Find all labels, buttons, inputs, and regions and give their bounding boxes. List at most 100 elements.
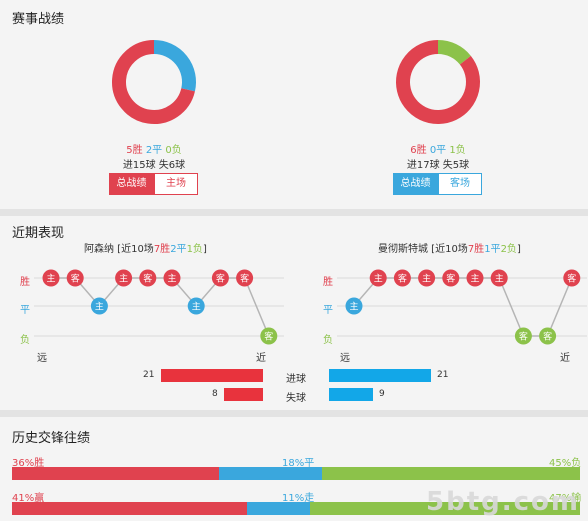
- right-form-point: 客: [442, 269, 460, 287]
- right-donut-losses-slice: [437, 40, 471, 65]
- left-donut-wins-slice: [112, 40, 195, 124]
- left-form-dot: [139, 269, 157, 287]
- right-form-venue-label: 客: [567, 273, 576, 285]
- left-far-label: 远: [37, 353, 47, 364]
- right-form-dot: [514, 327, 532, 345]
- history-title: 历史交锋往绩: [12, 431, 91, 446]
- right-team-name: 曼彻斯特城: [378, 244, 428, 255]
- right-form-venue-label: 主: [422, 273, 431, 285]
- left-row-win-label: 胜: [20, 277, 30, 288]
- right-losses-text: 1负: [449, 145, 466, 156]
- left-record-tabs: 总战绩 主场: [109, 173, 198, 195]
- left-goals-text: 进15球 失6球: [122, 160, 186, 171]
- right-tab-overall[interactable]: 总战绩: [393, 173, 438, 195]
- right-form-point: 主: [418, 269, 436, 287]
- right-record-donut: [396, 40, 480, 124]
- left-row-loss-label: 负: [20, 335, 30, 346]
- right-conceded-bar: [329, 388, 373, 401]
- right-draws-text: 0平: [429, 145, 447, 156]
- right-row-win-label: 胜: [323, 277, 333, 288]
- right-form-dot: [418, 269, 436, 287]
- right-form-line: [353, 277, 573, 337]
- right-form-point: 主: [490, 269, 508, 287]
- left-draws-text: 2平: [145, 145, 163, 156]
- right-row-draw-label: 平: [323, 305, 333, 316]
- history-row2-push: 11%走: [282, 493, 315, 504]
- scored-label: 进球: [286, 374, 306, 385]
- left-form-dot: [163, 269, 181, 287]
- right-form-venue-label: 主: [470, 273, 479, 285]
- left-form-point: 客: [260, 327, 278, 345]
- history-row2-bar: [12, 502, 580, 515]
- left-form-dot: [115, 269, 133, 287]
- left-form-point: 主: [163, 269, 181, 287]
- left-form-venue-label: 主: [95, 301, 104, 313]
- right-form-point: 客: [539, 327, 557, 345]
- right-form-venue-label: 客: [398, 273, 407, 285]
- right-row-loss-label: 负: [323, 335, 333, 346]
- history-panel: 历史交锋往绩 36%胜 18%平 45%负 41%赢 11%走 47%输 5bt…: [0, 417, 588, 521]
- right-form-chart: 主主客主客主主客 客客: [337, 269, 587, 345]
- left-recent-wins: 7胜: [153, 244, 171, 255]
- right-form-venue-label: 主: [374, 273, 383, 285]
- left-near-label: 近: [256, 353, 266, 364]
- left-form-venue-label: 主: [119, 273, 128, 285]
- left-record-donut: [112, 40, 196, 124]
- right-form-point: 主: [369, 269, 387, 287]
- right-form-dot: [490, 269, 508, 287]
- right-recent-wins: 7胜: [467, 244, 485, 255]
- right-tab-away[interactable]: 客场: [438, 173, 482, 195]
- left-form-venue-label: 客: [143, 273, 152, 285]
- record-title: 赛事战绩: [12, 12, 65, 27]
- left-wdl-line: 5胜 2平 0负: [84, 141, 224, 156]
- history-row1-win: 36%胜: [12, 458, 45, 469]
- history-row1-draw: 18%平: [282, 458, 315, 469]
- right-form-dot: [442, 269, 460, 287]
- right-form-venue-label: 主: [349, 301, 358, 313]
- right-form-venue-label: 客: [446, 273, 455, 285]
- history-row2-lose-seg: [310, 502, 580, 515]
- right-form-point: 客: [393, 269, 411, 287]
- right-scored-value: 21: [437, 370, 449, 380]
- right-bracket-close: ]: [516, 244, 521, 255]
- conceded-label: 失球: [286, 393, 306, 404]
- right-record-tabs: 总战绩 客场: [393, 173, 482, 195]
- left-form-point: 主: [90, 297, 108, 315]
- right-wdl-line: 6胜 0平 1负: [368, 141, 508, 156]
- record-panel: 赛事战绩 5胜 2平 0负 进15球 失6球 总战绩 主场 6胜 0平 1负 进…: [0, 0, 588, 209]
- right-goals-text: 进17球 失5球: [406, 160, 470, 171]
- left-form-venue-label: 客: [216, 273, 225, 285]
- right-wins-text: 6胜: [410, 145, 427, 156]
- left-form-point: 主: [187, 297, 205, 315]
- left-form-dot: [236, 269, 254, 287]
- left-form-venue-label: 客: [264, 331, 273, 343]
- right-form-dot: [393, 269, 411, 287]
- left-form-point: 客: [236, 269, 254, 287]
- right-form-point: 客: [563, 269, 581, 287]
- history-row2-win-seg: [12, 502, 248, 515]
- left-conceded-value: 8: [212, 389, 218, 399]
- left-form-point: 主: [42, 269, 60, 287]
- right-form-venue-label: 客: [543, 331, 552, 343]
- left-tab-home[interactable]: 主场: [154, 173, 198, 195]
- left-form-venue-label: 客: [240, 273, 249, 285]
- history-row2-push-seg: [247, 502, 311, 515]
- right-form-dot: [345, 297, 363, 315]
- left-tab-overall[interactable]: 总战绩: [109, 173, 154, 195]
- right-conceded-value: 9: [379, 389, 385, 399]
- left-form-point: 客: [139, 269, 157, 287]
- left-row-draw-label: 平: [20, 305, 30, 316]
- left-recent-draws: 2平: [170, 244, 187, 255]
- site-watermark: 5btg.com: [426, 487, 580, 517]
- right-form-point: 客: [514, 327, 532, 345]
- history-row2-lose: 47%输: [549, 493, 582, 504]
- left-form-dot: [211, 269, 229, 287]
- left-losses-text: 0负: [165, 145, 182, 156]
- right-recent-draws: 1平: [484, 244, 501, 255]
- left-form-chart: 主客主主客主主客 客客: [34, 269, 284, 345]
- history-row1-loss-seg: [321, 467, 580, 480]
- recent-title: 近期表现: [12, 226, 65, 241]
- left-form-dot: [66, 269, 84, 287]
- right-donut-wins-slice: [396, 40, 480, 124]
- history-row2-win: 41%赢: [12, 493, 45, 504]
